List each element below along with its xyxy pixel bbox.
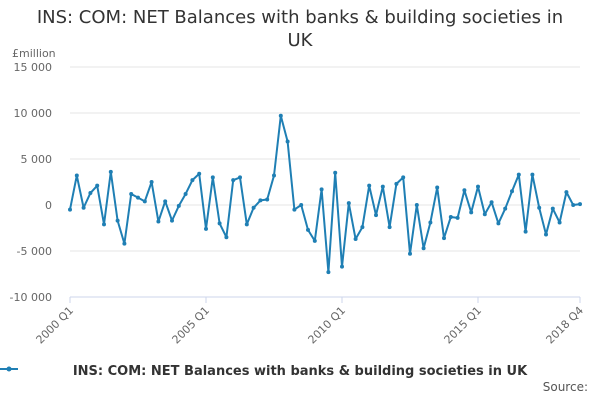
x-tick-label: 2010 Q1 bbox=[306, 304, 349, 347]
chart-title-line-1: INS: COM: NET Balances with banks & buil… bbox=[36, 7, 564, 28]
data-point bbox=[537, 205, 542, 210]
data-point bbox=[156, 219, 161, 224]
legend-series-label: INS: COM: NET Balances with banks & buil… bbox=[72, 364, 528, 379]
data-point bbox=[544, 232, 548, 237]
x-tick-label: 2000 Q1 bbox=[34, 304, 77, 347]
data-point bbox=[102, 222, 106, 227]
data-point bbox=[401, 175, 406, 180]
data-point bbox=[176, 203, 181, 208]
legend-series-marker bbox=[0, 366, 18, 372]
y-tick-label: 10 000 bbox=[14, 107, 53, 120]
data-point bbox=[442, 236, 446, 241]
data-point bbox=[224, 235, 229, 240]
data-point bbox=[285, 139, 290, 144]
data-point bbox=[578, 202, 582, 207]
data-point bbox=[374, 213, 378, 218]
data-point bbox=[312, 238, 317, 243]
data-point bbox=[163, 199, 168, 204]
data-point bbox=[564, 190, 569, 195]
series-line bbox=[69, 114, 581, 274]
data-point bbox=[414, 203, 419, 207]
data-point bbox=[333, 170, 338, 175]
data-point bbox=[380, 184, 385, 189]
legend[interactable]: INS: COM: NET Balances with banks & buil… bbox=[0, 364, 600, 379]
y-tick-label: -10 000 bbox=[10, 291, 52, 304]
x-tick-label: 2005 Q1 bbox=[170, 304, 213, 347]
data-point bbox=[448, 214, 453, 219]
data-point bbox=[292, 207, 297, 212]
data-point bbox=[108, 169, 113, 174]
data-point bbox=[278, 113, 283, 118]
data-point bbox=[530, 172, 535, 177]
data-point bbox=[482, 212, 487, 217]
data-point bbox=[319, 187, 324, 192]
y-axis-unit-label: £million bbox=[12, 47, 56, 60]
data-point bbox=[571, 203, 576, 207]
x-tick-label: 2015 Q1 bbox=[442, 304, 485, 347]
data-point bbox=[469, 210, 474, 215]
data-point bbox=[462, 188, 467, 193]
data-point bbox=[510, 189, 514, 194]
data-point bbox=[204, 226, 208, 231]
data-point bbox=[149, 180, 154, 184]
data-point bbox=[503, 206, 508, 211]
data-point bbox=[367, 183, 372, 188]
data-point bbox=[557, 220, 562, 225]
data-point bbox=[550, 206, 555, 211]
data-point bbox=[251, 205, 256, 210]
data-point bbox=[122, 241, 127, 246]
data-point bbox=[190, 178, 195, 183]
data-point bbox=[217, 221, 222, 226]
data-point bbox=[129, 191, 134, 196]
data-point bbox=[81, 205, 86, 210]
data-point bbox=[244, 222, 249, 227]
x-tick-label: 2018 Q4 bbox=[544, 304, 587, 347]
data-point bbox=[258, 198, 263, 203]
data-point bbox=[197, 171, 202, 176]
data-point bbox=[183, 191, 188, 196]
data-point bbox=[210, 175, 215, 180]
data-point bbox=[489, 200, 494, 205]
data-point bbox=[353, 237, 358, 242]
chart-title-line-2: UK bbox=[287, 30, 313, 51]
y-tick-label: 5 000 bbox=[21, 153, 53, 166]
data-point bbox=[136, 195, 140, 200]
data-point bbox=[299, 203, 304, 207]
data-point bbox=[455, 215, 460, 220]
data-point bbox=[516, 172, 521, 177]
data-point bbox=[340, 264, 344, 269]
data-point bbox=[394, 181, 399, 186]
data-point bbox=[115, 218, 120, 223]
data-point bbox=[428, 220, 433, 225]
data-point bbox=[523, 229, 528, 234]
data-point bbox=[421, 246, 426, 251]
y-tick-label: 0 bbox=[45, 199, 52, 212]
data-point bbox=[435, 185, 440, 190]
data-point bbox=[68, 207, 72, 212]
data-point bbox=[326, 270, 331, 275]
data-point bbox=[170, 218, 174, 223]
y-tick-label: 15 000 bbox=[14, 61, 53, 74]
data-point bbox=[306, 227, 310, 232]
data-point bbox=[74, 173, 79, 178]
data-point bbox=[142, 199, 147, 204]
data-point bbox=[95, 183, 100, 188]
data-point bbox=[476, 184, 480, 189]
data-point bbox=[387, 225, 392, 230]
chart-title: INS: COM: NET Balances with banks & buil… bbox=[0, 6, 600, 52]
data-point bbox=[272, 173, 276, 178]
data-point bbox=[346, 201, 351, 206]
data-point bbox=[496, 221, 501, 226]
data-point bbox=[231, 178, 236, 183]
data-point bbox=[360, 225, 365, 230]
data-point bbox=[265, 197, 270, 202]
source-label: Source: bbox=[542, 380, 588, 394]
y-tick-label: -5 000 bbox=[17, 245, 52, 258]
data-point bbox=[238, 175, 242, 180]
data-point bbox=[408, 251, 412, 256]
data-point bbox=[88, 191, 93, 196]
